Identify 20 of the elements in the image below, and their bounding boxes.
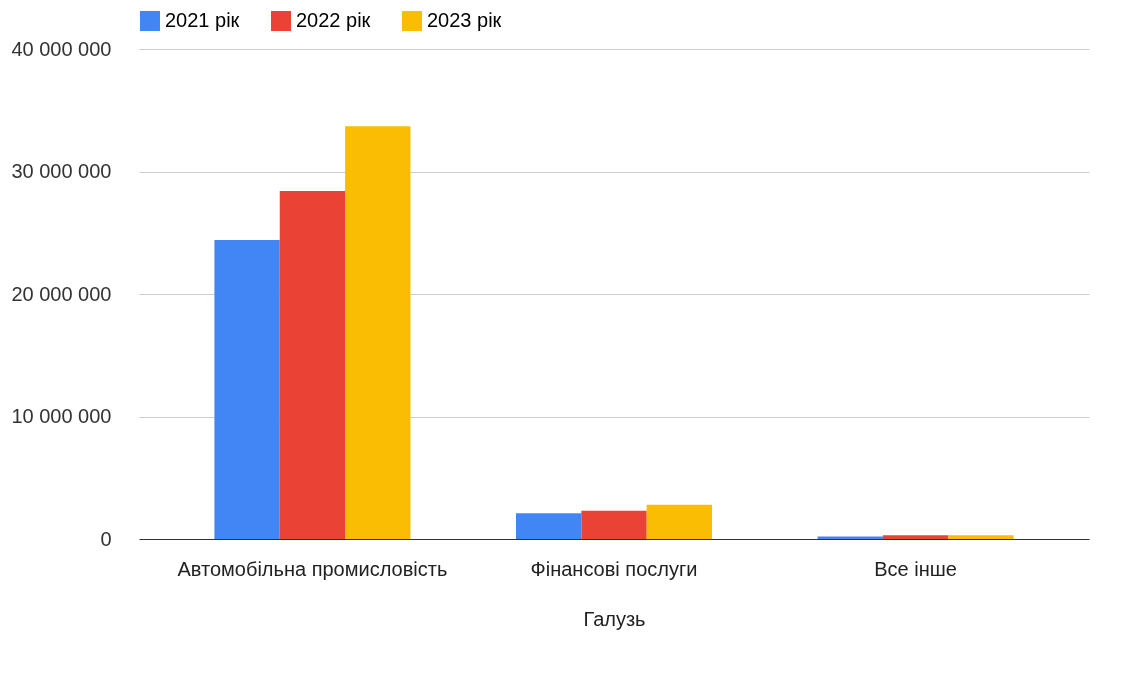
bar xyxy=(581,510,647,539)
legend-label: 2021 рік xyxy=(165,9,240,31)
x-tick-label: Все інше xyxy=(874,557,957,580)
y-tick-label: 10 000 000 xyxy=(11,405,112,427)
bar xyxy=(345,126,411,539)
bar xyxy=(515,513,582,539)
y-tick-label: 30 000 000 xyxy=(11,160,112,182)
bar xyxy=(882,535,949,539)
bar xyxy=(646,504,713,539)
x-tick-label: Автомобільна промисловість xyxy=(177,557,448,580)
y-tick-label: 40 000 000 xyxy=(11,37,112,60)
x-tick-label: Фінансові послуги xyxy=(530,557,698,580)
x-axis-title: Галузь xyxy=(583,607,646,630)
legend-label: 2023 рік xyxy=(427,9,502,31)
y-tick-label: 20 000 000 xyxy=(11,282,112,305)
y-tick-label: 0 xyxy=(100,527,112,550)
bar xyxy=(279,191,346,539)
legend-label: 2022 рік xyxy=(296,9,371,31)
bar xyxy=(214,240,280,539)
bar xyxy=(948,535,1014,539)
